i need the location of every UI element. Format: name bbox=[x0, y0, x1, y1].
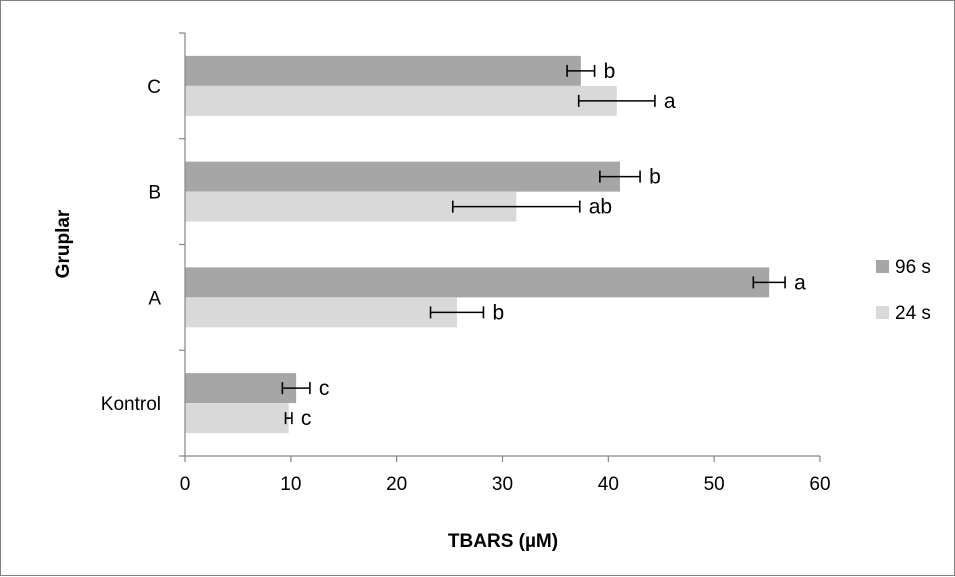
significance-label-b-24-s: ab bbox=[589, 196, 612, 219]
bar-kontrol-24-s bbox=[185, 403, 289, 434]
legend-label-96s: 96 s bbox=[895, 257, 931, 278]
x-tick-label: 50 bbox=[704, 474, 725, 495]
significance-label-c-24-s: a bbox=[664, 90, 676, 113]
legend: 96 s 24 s bbox=[876, 257, 931, 324]
x-tick-label: 0 bbox=[180, 474, 191, 495]
x-tick-label: 20 bbox=[386, 474, 407, 495]
category-label-b: B bbox=[148, 183, 161, 204]
category-label-kontrol: Kontrol bbox=[101, 394, 161, 415]
x-tick-label: 60 bbox=[809, 474, 830, 495]
bar-kontrol-96-s bbox=[185, 373, 297, 404]
significance-label-kontrol-24-s: c bbox=[301, 407, 312, 430]
x-tick-label: 40 bbox=[598, 474, 619, 495]
x-axis-title: TBARS (µM) bbox=[448, 531, 558, 552]
category-label-c: C bbox=[147, 77, 161, 98]
significance-label-b-96-s: b bbox=[649, 166, 661, 189]
legend-swatch-24s bbox=[876, 306, 889, 319]
x-tick-label: 30 bbox=[492, 474, 513, 495]
bar-a-96-s bbox=[185, 267, 770, 298]
significance-label-c-96-s: b bbox=[604, 60, 616, 83]
category-label-a: A bbox=[148, 288, 161, 309]
x-tick-label: 10 bbox=[280, 474, 301, 495]
chart-axes: Kontrol A B C 0 10 20 30 40 50 60 bbox=[101, 32, 831, 495]
legend-label-24s: 24 s bbox=[895, 303, 931, 324]
bar-c-24-s bbox=[185, 85, 617, 116]
significance-label-a-96-s: a bbox=[794, 271, 806, 294]
significance-label-a-24-s: b bbox=[492, 301, 504, 324]
bar-c-96-s bbox=[185, 55, 581, 86]
y-axis-title: Gruplar bbox=[53, 209, 74, 278]
legend-swatch-96s bbox=[876, 260, 889, 273]
bar-a-24-s bbox=[185, 297, 457, 328]
bar-b-96-s bbox=[185, 161, 620, 192]
significance-label-kontrol-96-s: c bbox=[319, 377, 330, 400]
